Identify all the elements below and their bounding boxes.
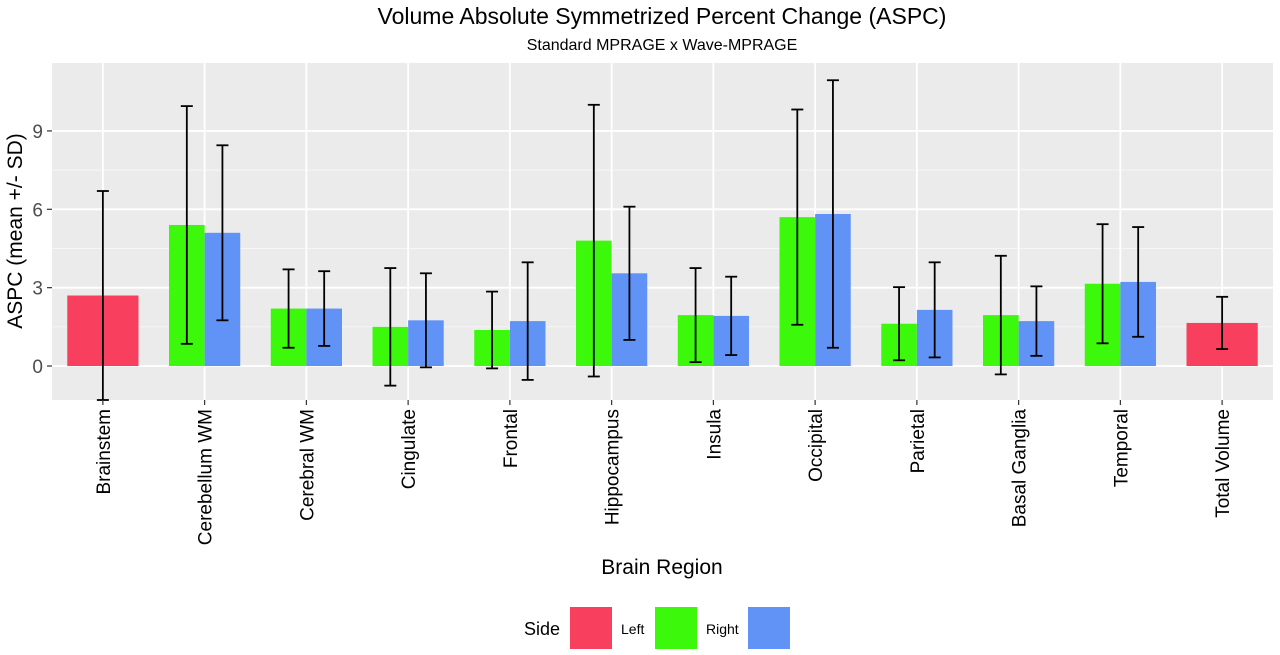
y-axis: 0 3 6 9 [32,122,52,378]
minor-gridlines [52,169,1273,328]
error-bar [994,254,1007,376]
error-bar [384,267,397,387]
error-bar [486,290,499,370]
x-tick-label: Insula [704,409,725,460]
legend-key-unpaired [570,607,612,649]
y-tick-label: 6 [32,200,43,221]
x-tick-label: Total Volume [1213,409,1234,518]
y-axis-title: ASPC (mean +/- SD) [4,133,27,328]
error-bars-layer [96,79,1229,401]
error-bar [893,286,906,362]
error-bar [521,261,534,381]
error-bar [725,275,738,356]
error-bar [689,267,702,364]
error-bar [791,108,804,326]
error-bar [282,268,295,349]
x-tick-label: Temporal [1111,409,1132,487]
x-axis: Brainstem Cerebellum WM Cerebral WM Cingula… [94,400,1234,545]
x-tick-label: Occipital [806,409,827,482]
error-bar [318,270,331,347]
x-tick-label: Cerebral WM [297,409,318,521]
x-tick-label: Hippocampus [603,409,624,525]
error-bar [1216,295,1229,350]
error-bar [1096,223,1109,345]
error-bar [216,144,229,322]
x-tick-label: Cerebellum WM [196,409,217,545]
error-bar [826,79,839,349]
error-bar [1030,285,1043,357]
chart-subtitle: Standard MPRAGE x Wave-MPRAGE [527,37,798,54]
legend-key-left [655,607,697,649]
legend-label-right: Right [706,621,739,637]
x-axis-title: Brain Region [601,556,722,579]
x-tick-label: Frontal [501,409,522,468]
x-tick-label: Brainstem [94,409,115,495]
legend: Side Left Right [524,607,790,649]
y-tick-label: 9 [32,122,43,143]
x-tick-label: Basal Ganglia [1010,409,1031,528]
error-bar [928,261,941,359]
error-bar [180,105,193,345]
legend-label-left: Left [621,621,644,637]
error-bar [587,103,600,378]
plot-panel [52,63,1273,400]
y-tick-label: 3 [32,279,43,300]
error-bar [419,272,432,369]
error-bar [623,205,636,341]
legend-key-right [748,607,790,649]
legend-title: Side [524,619,560,639]
x-tick-label: Parietal [908,409,929,473]
y-tick-label: 0 [32,357,43,378]
x-tick-label: Cingulate [399,409,420,489]
chart-title: Volume Absolute Symmetrized Percent Chan… [378,3,947,29]
error-bar [1132,226,1145,338]
